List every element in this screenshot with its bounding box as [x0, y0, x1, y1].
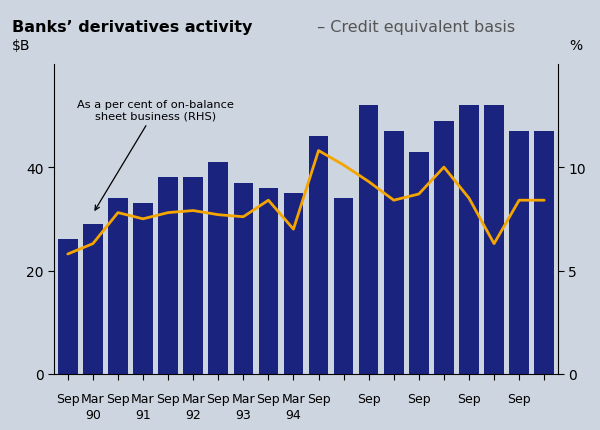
Text: Sep: Sep: [156, 392, 180, 405]
Text: Sep: Sep: [106, 392, 130, 405]
Bar: [58, 240, 77, 374]
Text: Sep: Sep: [257, 392, 280, 405]
Text: – Credit equivalent basis: – Credit equivalent basis: [312, 19, 515, 34]
Bar: [334, 199, 353, 374]
Bar: [309, 137, 328, 374]
Bar: [158, 178, 178, 374]
Bar: [359, 106, 379, 374]
Text: Sep: Sep: [457, 392, 481, 405]
Text: Sep: Sep: [56, 392, 80, 405]
Bar: [259, 188, 278, 374]
Text: Sep: Sep: [206, 392, 230, 405]
Bar: [108, 199, 128, 374]
Bar: [384, 132, 404, 374]
Text: Mar: Mar: [181, 392, 205, 405]
Text: Mar: Mar: [131, 392, 155, 405]
Bar: [409, 152, 428, 374]
Text: $B: $B: [12, 39, 31, 53]
Bar: [133, 204, 153, 374]
Text: Banks’ derivatives activity: Banks’ derivatives activity: [12, 19, 253, 34]
Text: 93: 93: [235, 408, 251, 421]
Text: Sep: Sep: [508, 392, 531, 405]
Text: Sep: Sep: [307, 392, 331, 405]
Text: 92: 92: [185, 408, 201, 421]
Text: 94: 94: [286, 408, 301, 421]
Bar: [509, 132, 529, 374]
Bar: [434, 121, 454, 374]
Text: %: %: [569, 39, 582, 53]
Bar: [208, 163, 228, 374]
Bar: [284, 194, 303, 374]
Text: Sep: Sep: [407, 392, 431, 405]
Bar: [535, 132, 554, 374]
Text: Sep: Sep: [357, 392, 380, 405]
Text: 91: 91: [135, 408, 151, 421]
Bar: [184, 178, 203, 374]
Text: Mar: Mar: [81, 392, 104, 405]
Bar: [459, 106, 479, 374]
Text: Mar: Mar: [281, 392, 305, 405]
Bar: [484, 106, 504, 374]
Bar: [83, 224, 103, 374]
Bar: [233, 183, 253, 374]
Text: Mar: Mar: [232, 392, 255, 405]
Text: 90: 90: [85, 408, 101, 421]
Text: As a per cent of on-balance
sheet business (RHS): As a per cent of on-balance sheet busine…: [77, 100, 234, 211]
